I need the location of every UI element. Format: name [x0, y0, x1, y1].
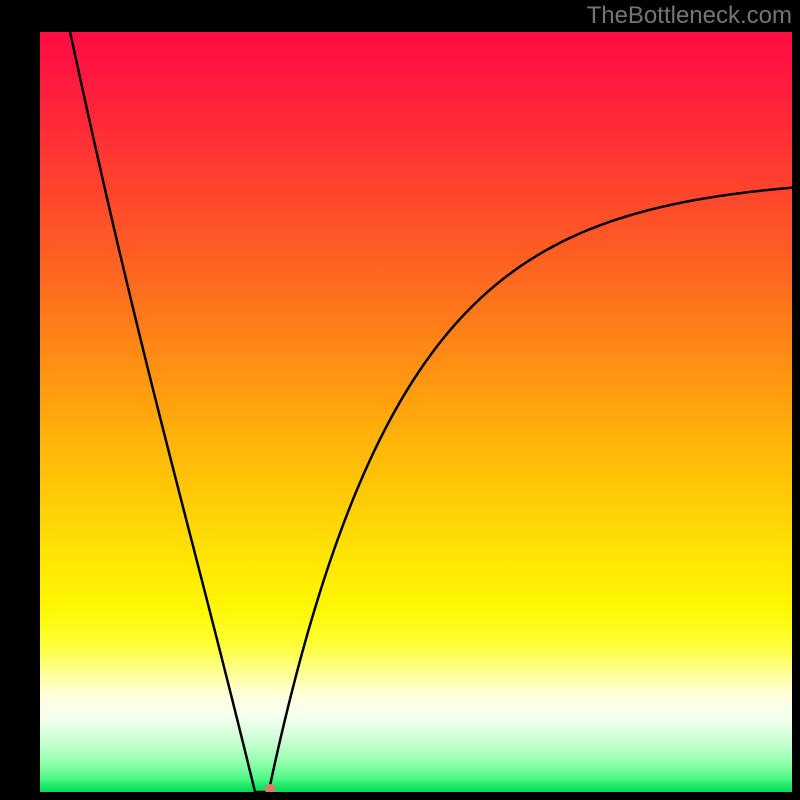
- watermark-text: TheBottleneck.com: [587, 2, 792, 30]
- plot-svg: [40, 32, 792, 792]
- gradient-background: [40, 32, 792, 792]
- chart-frame: TheBottleneck.com: [0, 0, 800, 800]
- plot-area: [40, 32, 792, 792]
